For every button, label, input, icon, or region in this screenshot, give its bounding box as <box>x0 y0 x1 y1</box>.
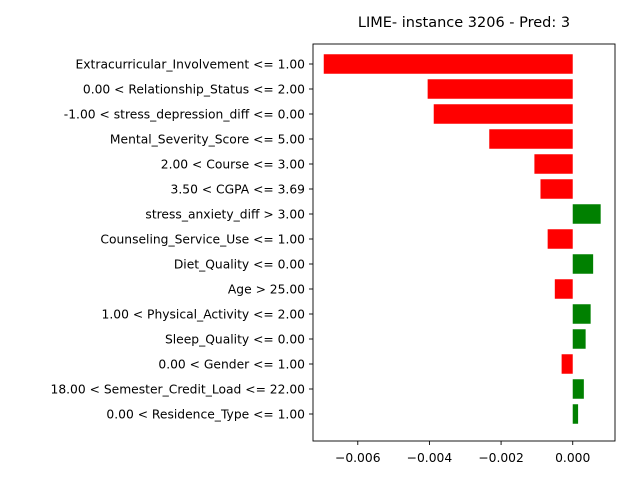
y-tick-label-14: 0.00 < Residence_Type <= 1.00 <box>106 408 305 422</box>
bar-9 <box>554 279 573 299</box>
y-tick-label-2: -1.00 < stress_depression_diff <= 0.00 <box>64 108 305 122</box>
x-axis: −0.006 −0.004 −0.002 0.000 <box>335 441 590 465</box>
plot-area-frame <box>312 43 616 442</box>
bar-13 <box>572 379 584 399</box>
bar-5 <box>540 179 573 199</box>
y-tick-label-4: 2.00 < Course <= 3.00 <box>161 158 305 172</box>
bar-3 <box>489 129 573 149</box>
bar-11 <box>572 329 586 349</box>
bars-layer <box>323 54 601 424</box>
bar-10 <box>572 304 591 324</box>
x-tick-label-0: −0.006 <box>335 451 381 465</box>
y-tick-label-0: Extracurricular_Involvement <= 1.00 <box>76 58 305 72</box>
y-tick-label-8: Diet_Quality <= 0.00 <box>174 258 305 272</box>
y-tick-label-6: stress_anxiety_diff > 3.00 <box>145 208 305 222</box>
y-tick-label-12: 0.00 < Gender <= 1.00 <box>158 358 305 372</box>
y-tick-label-1: 0.00 < Relationship_Status <= 2.00 <box>83 83 305 97</box>
y-tick-label-3: Mental_Severity_Score <= 5.00 <box>110 133 305 147</box>
bar-8 <box>572 254 594 274</box>
bar-7 <box>547 229 573 249</box>
bar-12 <box>561 354 573 374</box>
y-axis: Extracurricular_Involvement <= 1.00 0.00 … <box>51 58 313 422</box>
y-tick-label-10: 1.00 < Physical_Activity <= 2.00 <box>102 308 305 322</box>
y-tick-label-7: Counseling_Service_Use <= 1.00 <box>100 233 305 247</box>
bar-1 <box>427 79 573 99</box>
x-tick-label-1: −0.004 <box>407 451 453 465</box>
bar-0 <box>323 54 573 74</box>
x-tick-label-2: −0.002 <box>478 451 524 465</box>
bar-4 <box>534 154 573 174</box>
chart-title: LIME- instance 3206 - Pred: 3 <box>358 15 570 31</box>
y-tick-label-5: 3.50 < CGPA <= 3.69 <box>171 183 305 197</box>
bar-14 <box>572 404 579 424</box>
y-tick-label-13: 18.00 < Semester_Credit_Load <= 22.00 <box>51 383 306 397</box>
y-tick-label-11: Sleep_Quality <= 0.00 <box>165 333 305 347</box>
y-tick-label-9: Age > 25.00 <box>228 283 305 297</box>
x-tick-label-3: 0.000 <box>555 451 590 465</box>
bar-6 <box>572 204 601 224</box>
bar-2 <box>433 104 573 124</box>
